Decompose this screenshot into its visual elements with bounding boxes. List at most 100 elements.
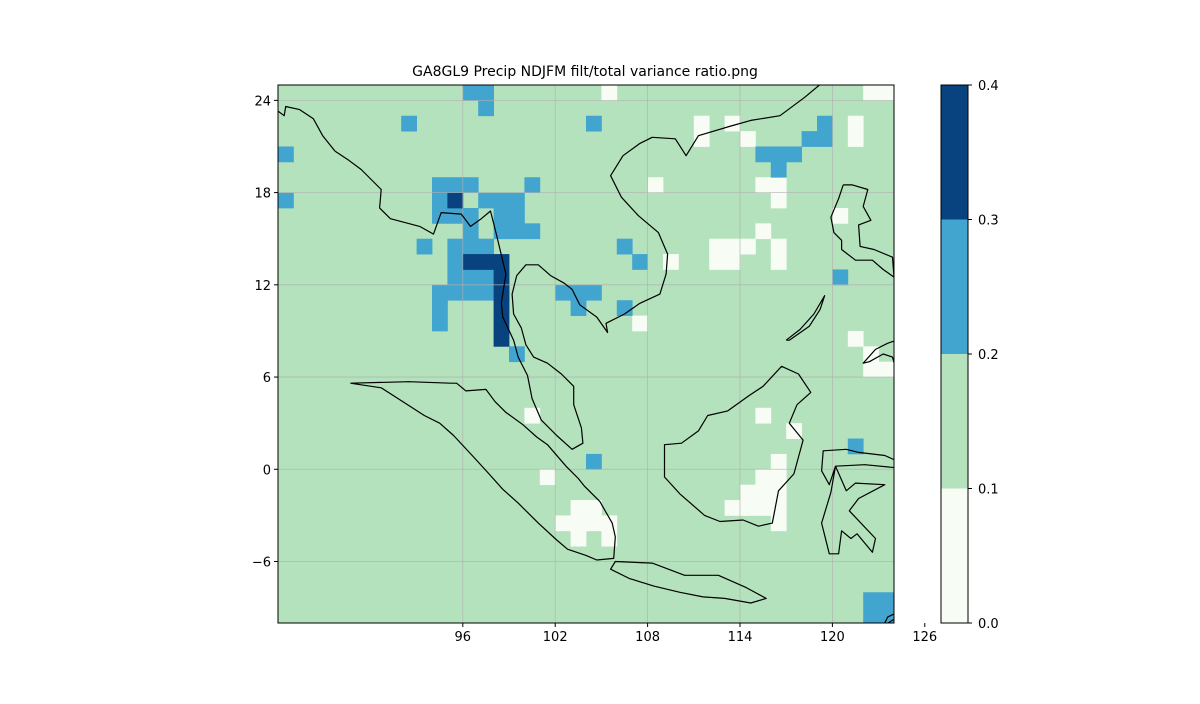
heatmap-cell-low <box>724 254 741 270</box>
heatmap-cell-mid <box>755 146 772 163</box>
heatmap-cell-low <box>632 315 648 332</box>
heatmap-cell-mid <box>509 207 525 224</box>
heatmap-cell-mid <box>478 238 494 255</box>
heatmap-cell-mid <box>447 238 464 255</box>
heatmap-cell-mid <box>478 100 494 117</box>
heatmap-cell-low <box>755 500 772 516</box>
heatmap-cell-mid <box>462 223 479 240</box>
heatmap-cell-mid <box>524 177 541 193</box>
heatmap-cell-low <box>847 131 864 147</box>
colorbar-tick-label: 0.2 <box>978 348 999 363</box>
x-tick-label: 102 <box>543 630 568 645</box>
heatmap-cell-mid <box>447 254 464 270</box>
heatmap-cell-low <box>909 146 925 162</box>
colorbar: 0.0 0.1 0.2 0.3 0.4 <box>940 79 999 632</box>
coastline <box>820 448 894 555</box>
heatmap-cell-low <box>878 361 894 378</box>
heatmap-cell-low <box>909 131 925 147</box>
heatmap-cell-mid <box>447 177 464 193</box>
heatmap-cell-mid <box>586 115 602 132</box>
heatmap-cell-low <box>740 238 756 255</box>
heatmap-cell-low <box>570 530 587 547</box>
heatmap-cell-mid <box>801 131 818 147</box>
heatmap-cell-low <box>740 484 756 501</box>
heatmap-cell-low <box>709 254 725 270</box>
heatmap-cell-low <box>925 131 941 147</box>
heatmap-cell-mid <box>462 269 479 286</box>
heatmap-cell-low <box>647 177 664 193</box>
coastline <box>830 184 894 278</box>
x-tick-label: 120 <box>820 630 845 645</box>
heatmap-cell-low <box>863 85 879 101</box>
heatmap-cell-low <box>555 515 571 532</box>
coastline <box>884 613 894 623</box>
heatmap-cell-low <box>724 238 741 255</box>
x-axis: 96 102 108 114 120 126 <box>455 623 937 645</box>
heatmap-cell-mid <box>586 284 602 301</box>
x-tick-label: 126 <box>912 630 937 645</box>
heatmap-cell-mid <box>632 254 648 270</box>
heatmap-cell-low <box>925 85 941 101</box>
heatmap-cell-low <box>570 515 587 532</box>
heatmap-cell-high <box>493 330 510 347</box>
heatmap-cell-low <box>770 469 787 486</box>
heatmap-cell-low <box>770 500 787 516</box>
heatmap-cell-low <box>539 469 556 486</box>
heatmap-cell-mid <box>524 223 541 240</box>
coastlines <box>278 85 894 623</box>
colorbar-tick-label: 0.4 <box>978 79 999 94</box>
chart-title: GA8GL9 Precip NDJFM filt/total variance … <box>412 64 758 80</box>
plot-frame <box>277 84 895 624</box>
heatmap-cell-low <box>894 85 910 101</box>
colorbar-tick-label: 0.1 <box>978 483 999 498</box>
heatmap-cell-low <box>755 223 772 240</box>
heatmap-cell-high <box>478 254 494 270</box>
y-tick-label: 0 <box>263 463 271 478</box>
heatmap-cell-low <box>909 70 925 86</box>
heatmap-cell-low <box>693 131 710 147</box>
heatmap-cell-low <box>847 115 864 132</box>
heatmap-cell-low <box>755 177 772 193</box>
heatmap-cell-mid <box>278 146 294 163</box>
heatmap-cell-low <box>709 238 725 255</box>
heatmap-cell-mid <box>770 146 787 163</box>
heatmap-cell-mid <box>432 177 448 193</box>
heatmap-cell-mid <box>925 577 941 593</box>
heatmap-cell-low <box>770 453 787 470</box>
coastline <box>785 295 826 341</box>
heatmap-cell-mid <box>878 607 894 623</box>
coastline <box>862 340 894 365</box>
heatmap-cell-mid <box>894 546 910 562</box>
heatmap-cell-mid <box>462 85 479 101</box>
heatmap-cell-low <box>755 484 772 501</box>
heatmap-cell-high <box>493 254 510 270</box>
heatmap-cell-mid <box>478 85 494 101</box>
heatmap-cell-mid <box>493 192 510 209</box>
heatmap-cell-mid <box>493 223 510 240</box>
heatmap-cell-low <box>693 115 710 132</box>
heatmap-cell-low <box>755 407 772 424</box>
heatmap-cell-mid <box>817 131 833 147</box>
heatmap-cell-mid <box>493 207 510 224</box>
heatmap-cell-low <box>586 515 602 532</box>
heatmap-cell-high <box>462 254 479 270</box>
heatmap-cells <box>278 70 941 623</box>
heatmap-cell-low <box>770 515 787 532</box>
heatmap-cell-mid <box>416 238 433 255</box>
heatmap-cell-mid <box>863 592 879 609</box>
heatmap-cell-high <box>493 284 510 301</box>
heatmap-cell-mid <box>894 531 910 547</box>
colorbar-segment <box>941 354 968 489</box>
heatmap-cell-mid <box>616 300 633 316</box>
heatmap-cell-low <box>570 500 587 516</box>
y-axis: 24 18 12 6 0 −6 <box>252 94 278 571</box>
heatmap-cell-mid <box>478 269 494 286</box>
heatmap-cell-mid <box>432 192 448 209</box>
heatmap-cell-mid <box>586 453 602 470</box>
heatmap-cell-low <box>909 177 925 193</box>
x-tick-label: 114 <box>728 630 753 645</box>
heatmap-cell-mid <box>432 315 448 332</box>
colorbar-segment <box>941 219 968 354</box>
